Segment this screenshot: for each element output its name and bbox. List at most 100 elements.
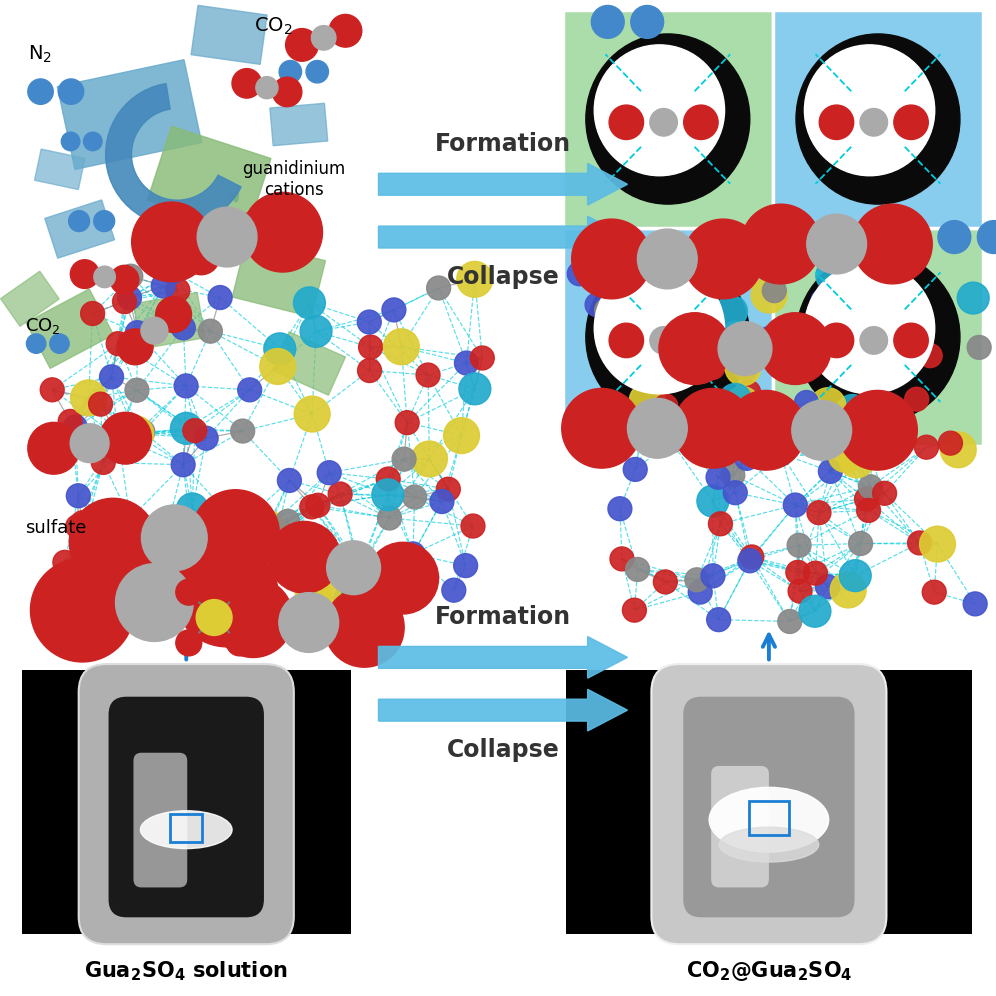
Circle shape (276, 509, 300, 533)
Circle shape (719, 383, 751, 415)
Circle shape (329, 482, 353, 506)
Circle shape (119, 264, 142, 288)
Circle shape (358, 359, 381, 382)
Bar (749, 801, 789, 835)
Circle shape (810, 387, 846, 423)
Ellipse shape (100, 412, 151, 464)
Ellipse shape (741, 204, 821, 284)
Circle shape (625, 558, 649, 582)
Circle shape (706, 465, 730, 489)
Circle shape (690, 255, 714, 279)
Circle shape (610, 547, 633, 571)
Circle shape (663, 322, 687, 346)
Ellipse shape (116, 564, 193, 641)
Circle shape (723, 481, 747, 505)
Polygon shape (58, 60, 201, 169)
Circle shape (738, 549, 762, 573)
Ellipse shape (977, 221, 996, 254)
Text: Collapse: Collapse (446, 738, 560, 762)
Ellipse shape (197, 207, 257, 267)
Ellipse shape (312, 26, 336, 50)
Circle shape (454, 554, 478, 578)
Circle shape (892, 305, 928, 341)
Ellipse shape (586, 34, 750, 204)
Polygon shape (270, 104, 328, 145)
Circle shape (300, 495, 324, 519)
Ellipse shape (329, 15, 362, 47)
Circle shape (828, 436, 864, 472)
Circle shape (392, 447, 416, 471)
Ellipse shape (71, 260, 99, 289)
Circle shape (401, 542, 425, 566)
Ellipse shape (27, 334, 46, 354)
Circle shape (221, 508, 257, 544)
Ellipse shape (683, 324, 718, 358)
Circle shape (725, 350, 761, 385)
Circle shape (376, 467, 400, 491)
FancyArrow shape (378, 689, 627, 731)
Ellipse shape (243, 192, 323, 272)
Ellipse shape (796, 252, 960, 422)
Ellipse shape (70, 423, 110, 462)
Ellipse shape (709, 787, 829, 853)
Circle shape (152, 506, 184, 538)
Ellipse shape (155, 297, 191, 333)
Bar (773, 228, 983, 446)
Ellipse shape (807, 214, 867, 274)
Circle shape (800, 318, 824, 342)
Circle shape (93, 531, 128, 567)
Ellipse shape (69, 210, 90, 231)
Polygon shape (26, 289, 114, 369)
Circle shape (294, 396, 330, 432)
Circle shape (585, 293, 609, 317)
Circle shape (278, 468, 302, 492)
Circle shape (795, 390, 819, 414)
Circle shape (701, 356, 725, 379)
Circle shape (751, 277, 787, 313)
Circle shape (306, 493, 330, 517)
Ellipse shape (637, 229, 697, 289)
Circle shape (305, 579, 341, 615)
Circle shape (767, 333, 803, 369)
Circle shape (359, 335, 382, 359)
Circle shape (130, 420, 154, 444)
Circle shape (118, 286, 141, 310)
Circle shape (688, 229, 720, 261)
Ellipse shape (719, 827, 819, 862)
Circle shape (89, 392, 113, 416)
Circle shape (799, 596, 831, 627)
Circle shape (816, 575, 840, 599)
Bar (170, 814, 202, 842)
Ellipse shape (213, 578, 293, 657)
Circle shape (349, 555, 373, 579)
Circle shape (579, 399, 603, 423)
Circle shape (840, 560, 872, 592)
Circle shape (697, 485, 729, 517)
Polygon shape (133, 293, 205, 349)
Ellipse shape (118, 329, 153, 365)
Circle shape (816, 260, 848, 292)
Circle shape (707, 608, 731, 631)
Circle shape (737, 380, 761, 404)
Ellipse shape (805, 45, 934, 175)
Bar (563, 10, 773, 228)
Circle shape (249, 510, 285, 546)
Circle shape (170, 412, 202, 444)
Circle shape (623, 457, 647, 481)
Ellipse shape (683, 106, 718, 139)
Circle shape (443, 417, 479, 453)
Circle shape (260, 349, 296, 384)
Circle shape (660, 255, 684, 279)
Circle shape (416, 364, 440, 387)
Bar (563, 228, 773, 446)
Circle shape (58, 574, 82, 598)
Ellipse shape (286, 29, 319, 61)
Ellipse shape (174, 543, 278, 646)
Circle shape (165, 565, 189, 589)
Circle shape (922, 581, 946, 605)
Ellipse shape (131, 202, 211, 282)
Ellipse shape (325, 588, 404, 667)
Circle shape (804, 562, 828, 586)
Ellipse shape (306, 61, 329, 83)
Polygon shape (191, 5, 267, 65)
